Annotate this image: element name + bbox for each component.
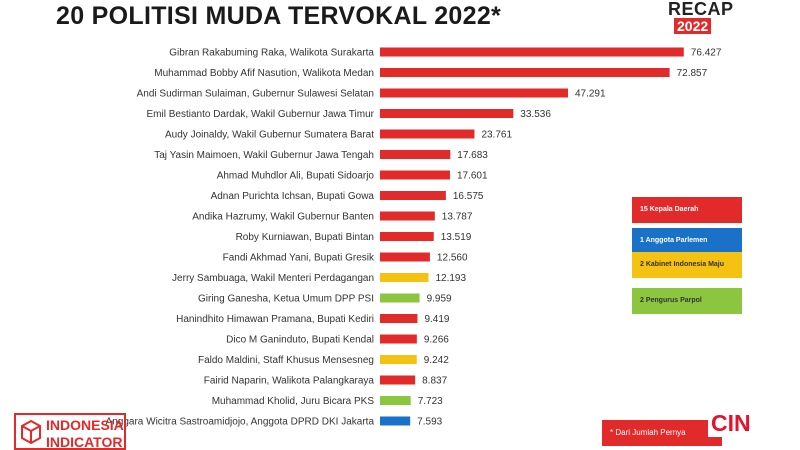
chart-title: 20 POLITISI MUDA TERVOKAL 2022*	[56, 2, 502, 30]
bar	[380, 88, 568, 98]
bar	[380, 396, 411, 405]
bar	[380, 191, 446, 200]
category-label: Fairid Naparin, Walikota Palangkaraya	[204, 376, 375, 387]
category-label: Giring Ganesha, Ketua Umum DPP PSI	[198, 294, 374, 305]
bar	[380, 211, 435, 221]
bar	[380, 109, 514, 118]
category-label: Muhammad Kholid, Juru Bicara PKS	[212, 396, 375, 407]
value-label: 7.723	[418, 396, 443, 407]
bar	[380, 416, 411, 426]
category-label: Andi Sudirman Sulaiman, Gubernur Sulawes…	[137, 89, 374, 100]
bar	[380, 355, 417, 364]
value-label: 12.560	[437, 253, 468, 264]
value-label: 23.761	[481, 130, 512, 141]
bar	[380, 293, 420, 303]
category-label: Hanindhito Himawan Pramana, Bupati Kedir…	[176, 314, 374, 325]
category-label: Fandi Akhmad Yani, Bupati Gresik	[223, 253, 375, 264]
value-label: 13.519	[441, 232, 472, 243]
bar	[380, 334, 417, 344]
category-label: Gibran Rakabuming Raka, Walikota Surakar…	[169, 48, 374, 59]
category-label: Adnan Purichta Ichsan, Bupati Gowa	[211, 191, 375, 202]
recap-word: RECAP	[668, 0, 734, 19]
bar	[380, 375, 416, 385]
bar	[380, 47, 684, 57]
legend-entry: 1 Anggota Parlemen	[632, 228, 742, 254]
legend-entry: 15 Kepala Daerah	[632, 197, 742, 223]
bar	[380, 314, 418, 323]
bar	[380, 232, 434, 241]
value-label: 8.837	[422, 376, 447, 387]
cube-logo-icon	[21, 419, 41, 445]
legend-entry: 2 Pengurus Parpol	[632, 288, 742, 314]
category-label: Roby Kurniawan, Bupati Bintan	[236, 232, 374, 243]
value-label: 76.427	[691, 48, 722, 59]
value-label: 9.419	[424, 314, 449, 325]
value-label: 17.601	[457, 171, 488, 182]
category-label: Audy Joinaldy, Wakil Gubernur Sumatera B…	[165, 130, 374, 141]
footnote-box: * Dari Jumlah Pernya	[602, 420, 722, 446]
value-label: 7.593	[417, 417, 442, 428]
recap-badge: RECAP 2022	[668, 0, 736, 36]
logo-line-1: INDONESIA	[46, 417, 124, 433]
category-label: Taj Yasin Maimoen, Wakil Gubernur Jawa T…	[154, 150, 374, 161]
category-label: Muhammad Bobby Afif Nasution, Walikota M…	[154, 68, 374, 79]
value-label: 16.575	[453, 191, 484, 202]
value-label: 9.266	[424, 335, 449, 346]
legend-entry: 2 Kabinet Indonesia Maju	[632, 252, 742, 278]
bar	[380, 68, 670, 77]
category-label: Ahmad Muhdlor Ali, Bupati Sidoarjo	[217, 171, 375, 182]
value-label: 33.536	[520, 109, 551, 120]
category-label: Dico M Ganinduto, Bupati Kendal	[226, 335, 374, 346]
value-label: 72.857	[677, 68, 708, 79]
logo-line-2: INDICATOR	[46, 434, 123, 450]
value-label: 13.787	[442, 212, 473, 223]
category-label: Andika Hazrumy, Wakil Gubernur Banten	[192, 212, 374, 223]
category-label: Jerry Sambuaga, Wakil Menteri Perdaganga…	[172, 273, 374, 284]
value-label: 12.193	[435, 273, 466, 284]
value-label: 9.959	[427, 294, 452, 305]
value-label: 47.291	[575, 89, 606, 100]
value-label: 9.242	[424, 355, 449, 366]
bar	[380, 150, 451, 159]
bar	[380, 170, 450, 180]
category-label: Emil Bestianto Dardak, Wakil Gubernur Ja…	[147, 109, 375, 120]
bar	[380, 273, 429, 282]
recap-year: 2022	[674, 18, 712, 34]
watermark: CIN	[708, 410, 754, 437]
category-label: Anggara Wicitra Sastroamidjojo, Anggota …	[106, 417, 375, 428]
value-label: 17.683	[457, 150, 488, 161]
indonesia-indicator-logo: INDONESIA INDICATOR	[14, 413, 126, 450]
bar	[380, 129, 475, 139]
bar	[380, 252, 430, 262]
category-label: Faldo Maldini, Staff Khusus Mensesneg	[198, 355, 374, 366]
